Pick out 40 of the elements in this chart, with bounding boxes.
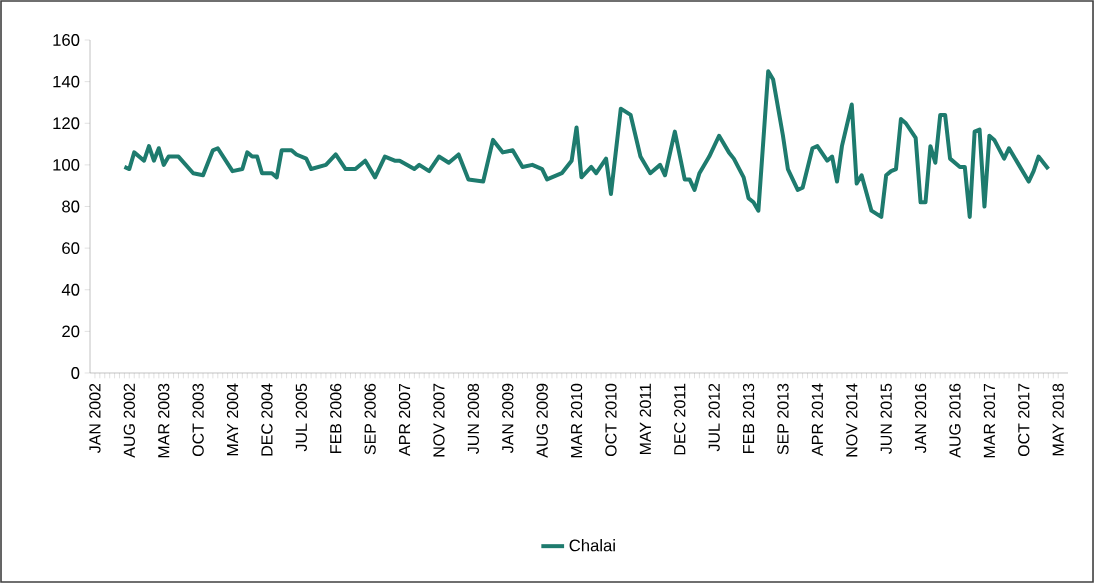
- x-tick-label: FEB 2006: [330, 383, 342, 453]
- y-tick-label: 0: [71, 367, 80, 379]
- y-tick-label: 120: [53, 117, 80, 130]
- x-tick-label: OCT 2010: [605, 383, 617, 457]
- x-tick-label: NOV 2014: [846, 383, 858, 457]
- x-tick-label: OCT 2017: [1018, 383, 1030, 457]
- x-tick-label: MAY 2018: [1052, 383, 1064, 456]
- x-tick-label: FEB 2013: [742, 383, 755, 453]
- x-tick-label: JUN 2015: [880, 383, 892, 454]
- y-tick-label: 80: [62, 200, 80, 213]
- x-tick-label: AUG 2016: [949, 383, 961, 458]
- x-tick-label: OCT 2003: [192, 383, 204, 457]
- x-tick-label: JAN 2002: [89, 383, 101, 454]
- x-tick-label: MAR 2017: [983, 383, 996, 458]
- x-tick-label: DEC 2011: [674, 383, 686, 455]
- x-tick-label: MAY 2011: [639, 383, 652, 455]
- y-tick-label: 20: [62, 325, 80, 338]
- x-tick-label: MAR 2003: [158, 383, 170, 458]
- x-tick-label: APR 2014: [811, 383, 824, 456]
- x-tick-label: SEP 2013: [777, 383, 789, 455]
- x-tick-label: MAY 2004: [226, 383, 239, 456]
- y-tick-label: 160: [53, 34, 80, 46]
- x-tick-label: JUN 2008: [467, 383, 479, 454]
- x-tick-label: JAN 2009: [502, 383, 514, 454]
- x-tick-label: AUG 2009: [536, 383, 548, 458]
- y-tick-label: 140: [53, 75, 80, 88]
- x-tick-label: AUG 2002: [123, 383, 135, 458]
- legend-label: Chalai: [569, 539, 615, 552]
- x-tick-label: MAR 2010: [570, 383, 583, 458]
- y-tick-label: 100: [53, 158, 80, 171]
- x-tick-label: JUL 2005: [295, 383, 307, 452]
- y-tick-label: 60: [62, 242, 80, 255]
- x-tick-label: APR 2007: [398, 383, 411, 456]
- x-tick-label: NOV 2007: [433, 383, 445, 457]
- line-series: [122, 69, 1051, 219]
- x-tick-label: JAN 2016: [914, 383, 927, 454]
- x-tick-label: DEC 2004: [261, 383, 273, 456]
- y-tick-label: 40: [61, 283, 80, 296]
- x-tick-label: JUL 2012: [708, 383, 720, 452]
- x-tick-label: SEP 2006: [364, 383, 376, 455]
